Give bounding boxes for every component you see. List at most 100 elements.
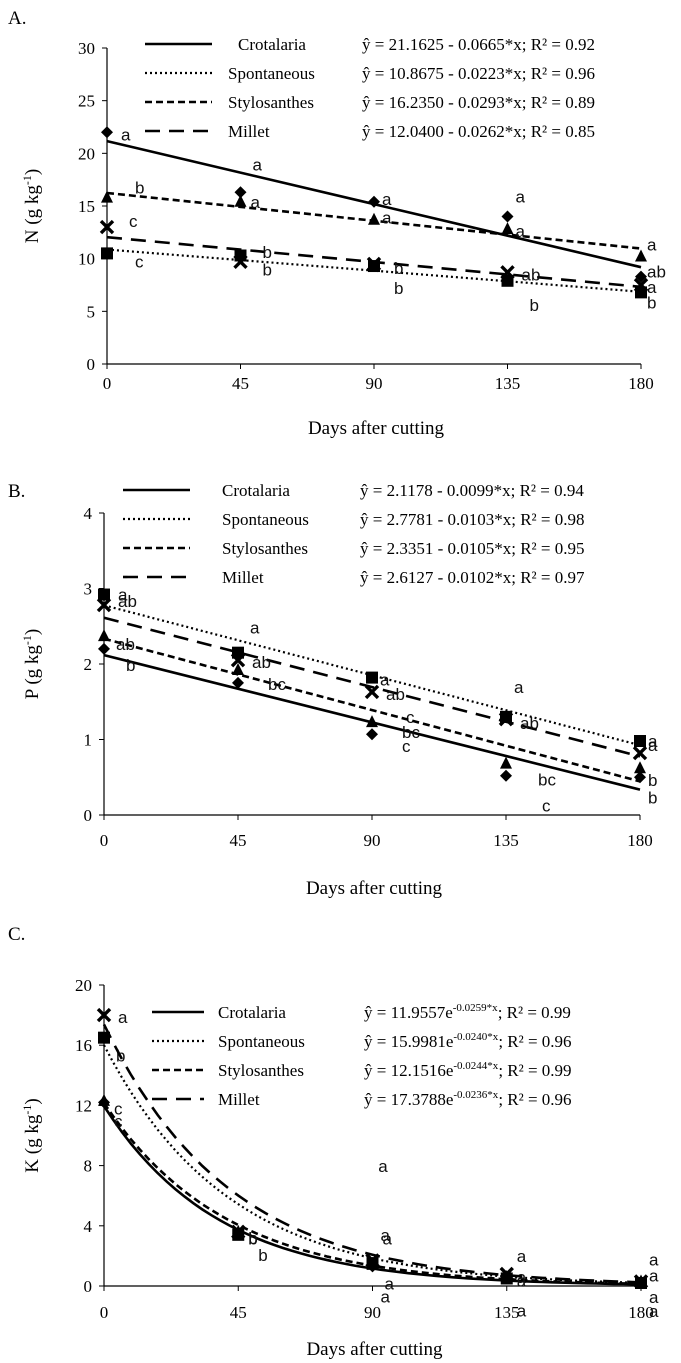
regression-line [103, 1044, 642, 1284]
significance-letter: a [251, 193, 261, 212]
point-diamond [368, 195, 380, 208]
x-tick-label: 90 [364, 1303, 381, 1322]
significance-letter: a [648, 736, 658, 755]
y-axis-title-sup: -1 [20, 175, 34, 185]
significance-letter: ab [118, 592, 137, 611]
legend: Crotalaria ŷ = 11.9557e-0.0259*x; R² = 0.… [152, 1002, 572, 1109]
significance-letter: a [383, 1229, 393, 1248]
y-tick-label: 12 [75, 1096, 92, 1115]
series-crotalaria: aaa aab [101, 125, 666, 283]
legend-label: Spontaneous [222, 510, 309, 529]
regression-equation: ŷ = 10.8675 - 0.0223*x; R² = 0.96 [362, 64, 595, 83]
significance-letter: a [118, 1008, 128, 1027]
x-tick-label: 45 [232, 374, 249, 393]
significance-letter: a [250, 619, 260, 638]
significance-letter: b [248, 1229, 257, 1248]
point-square [98, 1031, 110, 1044]
point-triangle [98, 629, 110, 642]
regression-equation: ŷ = 2.7781 - 0.0103*x; R² = 0.98 [360, 510, 585, 529]
equation-lead: ŷ = 11.9557e [364, 1003, 453, 1022]
point-diamond [500, 769, 512, 782]
x-tick-label: 90 [366, 374, 383, 393]
equation-exponent: -0.0259*x [453, 1002, 498, 1014]
significance-letter: b [248, 1229, 257, 1248]
significance-letter: a [381, 1226, 391, 1245]
regression-line [102, 1023, 642, 1284]
y-tick-label: 0 [87, 355, 96, 374]
x-tick-label: 135 [493, 831, 519, 850]
significance-letter: b [135, 179, 144, 198]
chart-panel-a: A. 0 5 10 15 20 25 30 0 45 90 135 180 Days after cutt… [8, 8, 666, 439]
chart-panel-b: B. 0 1 2 3 4 0 45 90 135 180 Days after cutting P (g… [8, 481, 658, 899]
legend-label: Crotalaria [238, 35, 306, 54]
y-tick-label: 1 [84, 731, 93, 750]
point-triangle [366, 715, 378, 728]
y-axis-title: N (g kg-1) [20, 169, 43, 243]
y-axis-title-end: ) [22, 169, 43, 175]
point-x [96, 1007, 112, 1023]
significance-letter: a [649, 1250, 659, 1269]
legend-label: Stylosanthes [222, 539, 308, 558]
significance-letter: a [648, 732, 658, 751]
equation-lead: ŷ = 12.1516e [364, 1061, 453, 1080]
x-tick-label: 0 [103, 374, 112, 393]
significance-letter: c [129, 212, 138, 231]
x-axis-title: Days after cutting [306, 878, 443, 899]
significance-letter: a [517, 1301, 527, 1320]
significance-letter: ab [252, 653, 271, 672]
legend: Crotalaria ŷ = 2.1178 - 0.0099*x; R² = 0.… [123, 481, 585, 587]
y-tick-label: 0 [84, 1277, 93, 1296]
regression-equation: ŷ = 21.1625 - 0.0665*x; R² = 0.92 [362, 35, 595, 54]
significance-letter: b [258, 1246, 267, 1265]
legend: Crotalaria ŷ = 21.1625 - 0.0665*x; R² = 0… [145, 35, 595, 141]
x-tick-label: 0 [100, 1303, 109, 1322]
x-axis-title: Days after cutting [308, 418, 445, 439]
significance-letter: c [114, 1099, 123, 1118]
x-tick-label: 180 [628, 374, 654, 393]
y-tick-label: 16 [75, 1036, 92, 1055]
regression-equation: ŷ = 17.3788e-0.0236*x; R² = 0.96 [364, 1089, 572, 1109]
significance-letter: c [402, 737, 411, 756]
regression-line [103, 616, 641, 758]
point-triangle [635, 249, 647, 262]
significance-letter: a [516, 188, 526, 207]
significance-letter: b [648, 771, 657, 790]
panel-label: B. [8, 481, 25, 502]
y-tick-label: 30 [78, 39, 95, 58]
significance-letter: a [647, 278, 657, 297]
significance-letter: a [380, 671, 390, 690]
point-diamond [501, 210, 514, 223]
significance-letter: a [649, 1266, 659, 1285]
point-triangle [234, 194, 247, 207]
regression-equation: ŷ = 15.9981e-0.0240*x; R² = 0.96 [364, 1031, 572, 1051]
y-axis-title-end: ) [22, 629, 43, 635]
significance-letter: c [114, 1112, 123, 1131]
point-x [633, 1274, 649, 1289]
legend-label: Stylosanthes [228, 93, 314, 112]
legend-label: Spontaneous [218, 1032, 305, 1051]
significance-letter: bc [268, 675, 286, 694]
regression-equation: ŷ = 2.1178 - 0.0099*x; R² = 0.94 [360, 481, 584, 500]
regression-equation: ŷ = 2.3351 - 0.0105*x; R² = 0.95 [360, 539, 585, 558]
significance-letter: ab [116, 635, 135, 654]
point-triangle [232, 663, 244, 676]
y-tick-label: 3 [84, 580, 93, 599]
y-axis-title: K (g kg-1) [20, 1098, 43, 1172]
legend-label: Crotalaria [222, 481, 290, 500]
point-triangle [98, 1093, 110, 1106]
regression-equation: ŷ = 12.1516e-0.0244*x; R² = 0.99 [364, 1060, 572, 1080]
point-x [498, 711, 514, 727]
x-tick-label: 0 [100, 831, 109, 850]
chart-panel-c: C. 0 4 8 12 16 20 0 45 90 135 180 Days after cutting… [8, 924, 659, 1360]
significance-letter: ab [522, 265, 541, 284]
point-square [634, 735, 646, 748]
x-tick-label: 180 [628, 1303, 654, 1322]
y-tick-label: 4 [84, 1217, 93, 1236]
significance-letter: ab [386, 685, 405, 704]
panel-label: C. [8, 924, 25, 945]
regression-line [102, 1102, 642, 1285]
significance-letter: bc [402, 723, 420, 742]
